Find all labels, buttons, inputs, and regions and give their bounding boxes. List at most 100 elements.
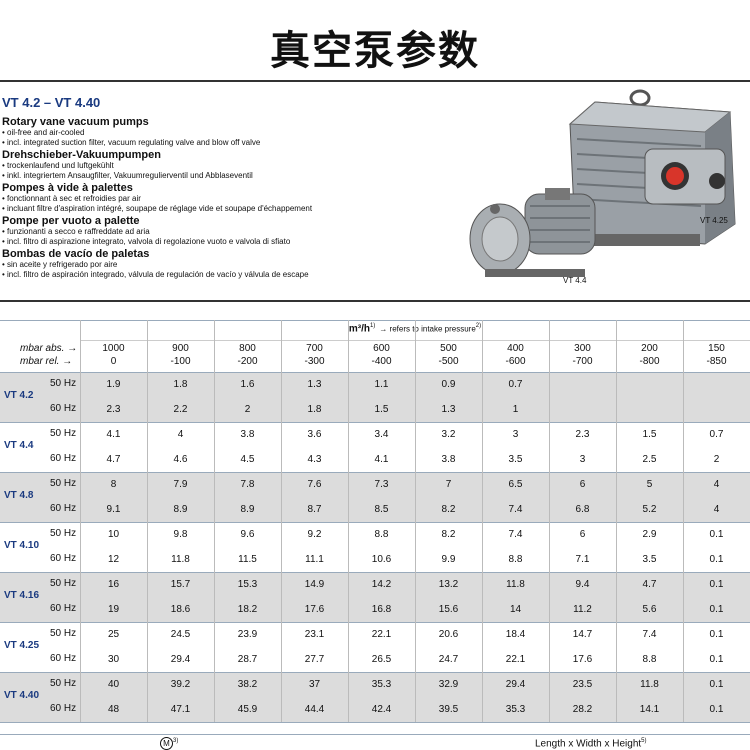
table-border bbox=[0, 734, 750, 735]
column-line bbox=[147, 320, 148, 722]
column-line bbox=[415, 320, 416, 722]
flow-value: 11.2 bbox=[573, 604, 592, 615]
flow-value: 16.8 bbox=[371, 604, 392, 615]
section-heading: Bombas de vacío de paletas bbox=[2, 248, 150, 260]
bullet: sin aceite y refrigerado por aire bbox=[2, 260, 117, 269]
flow-value: 13.2 bbox=[438, 579, 459, 590]
flow-value: 3.8 bbox=[441, 454, 456, 465]
flow-value: 17.6 bbox=[304, 604, 325, 615]
flow-value: 2.3 bbox=[106, 404, 121, 415]
rel-value: -200 bbox=[237, 356, 258, 367]
flow-value: 27.7 bbox=[304, 654, 325, 665]
model-name: VT 4.2 bbox=[4, 390, 34, 401]
frequency: 50 Hz bbox=[50, 428, 77, 439]
flow-value: 6.8 bbox=[575, 504, 590, 515]
flow-value: 4.7 bbox=[106, 454, 121, 465]
flow-value: 7.4 bbox=[508, 529, 523, 540]
frequency: 60 Hz bbox=[50, 553, 77, 564]
bullet: incluant filtre d'aspiration intégré, so… bbox=[2, 204, 312, 213]
column-line bbox=[214, 320, 215, 722]
flow-value: 3 bbox=[512, 429, 519, 440]
flow-value: 29.4 bbox=[170, 654, 191, 665]
flow-value: 4.5 bbox=[240, 454, 255, 465]
flow-value: 19 bbox=[107, 604, 120, 615]
flow-value: 39.2 bbox=[170, 679, 191, 690]
flow-value: 11.8 bbox=[506, 579, 525, 590]
model-name: VT 4.40 bbox=[4, 690, 40, 701]
flow-value: 9.4 bbox=[575, 579, 590, 590]
flow-value: 29.4 bbox=[505, 679, 526, 690]
flow-value: 0.1 bbox=[709, 554, 724, 565]
bullet: funzionanti a secco e raffreddate ad ari… bbox=[2, 227, 150, 236]
flow-value: 0.9 bbox=[441, 379, 456, 390]
flow-value: 0.1 bbox=[709, 629, 724, 640]
abs-value: 200 bbox=[641, 343, 658, 354]
section-heading: Drehschieber-Vakuumpumpen bbox=[2, 149, 161, 161]
model-name: VT 4.16 bbox=[4, 590, 40, 601]
flow-value: 9.1 bbox=[106, 504, 121, 515]
flow-value: 26.5 bbox=[371, 654, 392, 665]
abs-value: 700 bbox=[306, 343, 323, 354]
frequency: 60 Hz bbox=[50, 453, 77, 464]
flow-value: 4.6 bbox=[173, 454, 188, 465]
flow-value: 5 bbox=[646, 479, 653, 490]
dimensions-cell: Length x Width x Height5) bbox=[535, 738, 647, 749]
abs-value: 600 bbox=[373, 343, 390, 354]
flow-value: 4.3 bbox=[307, 454, 322, 465]
flow-value: 20.6 bbox=[438, 629, 459, 640]
flow-value: 18.2 bbox=[237, 604, 258, 615]
rel-value: -400 bbox=[371, 356, 392, 367]
row-divider bbox=[0, 622, 750, 623]
flow-value: 11.8 bbox=[171, 554, 190, 565]
flow-value: 9.2 bbox=[307, 529, 322, 540]
flow-value: 11.1 bbox=[305, 554, 324, 565]
row-divider bbox=[0, 372, 750, 373]
image-label: VT 4.25 bbox=[700, 216, 728, 225]
flow-value: 2.2 bbox=[173, 404, 188, 415]
column-line bbox=[482, 320, 483, 722]
model-name: VT 4.25 bbox=[4, 640, 40, 651]
flow-value: 11.5 bbox=[238, 554, 257, 565]
flow-value: 3.5 bbox=[508, 454, 523, 465]
row-band bbox=[0, 472, 750, 522]
flow-value: 7 bbox=[445, 479, 452, 490]
flow-value: 8.2 bbox=[441, 504, 456, 515]
flow-value: 8.5 bbox=[374, 504, 389, 515]
rel-value: -500 bbox=[438, 356, 459, 367]
unit-caption: → refers to intake pressure bbox=[379, 324, 476, 334]
flow-value: 2 bbox=[244, 404, 251, 415]
flow-value: 23.9 bbox=[237, 629, 258, 640]
dimensions: Length x Width x Height bbox=[535, 738, 642, 750]
flow-value: 22.1 bbox=[371, 629, 392, 640]
flow-value: 1.1 bbox=[374, 379, 389, 390]
flow-value: 48 bbox=[107, 704, 120, 715]
flow-value: 6.5 bbox=[508, 479, 523, 490]
flow-value: 24.5 bbox=[170, 629, 191, 640]
rel-value: -600 bbox=[505, 356, 526, 367]
row-divider bbox=[0, 522, 750, 523]
flow-value: 8.9 bbox=[173, 504, 188, 515]
flow-value: 23.5 bbox=[572, 679, 593, 690]
flow-value: 5.2 bbox=[642, 504, 657, 515]
flow-value: 15.3 bbox=[237, 579, 258, 590]
flow-value: 9.9 bbox=[441, 554, 456, 565]
flow-value: 4.1 bbox=[106, 429, 121, 440]
abs-value: 1000 bbox=[102, 343, 125, 354]
flow-value: 0.7 bbox=[709, 429, 724, 440]
flow-value: 14.2 bbox=[371, 579, 392, 590]
frequency: 50 Hz bbox=[50, 628, 77, 639]
pump-large bbox=[568, 89, 736, 246]
flow-value: 38.2 bbox=[237, 679, 258, 690]
flow-value: 16 bbox=[107, 579, 120, 590]
flow-value: 2.5 bbox=[642, 454, 657, 465]
flow-value: 4 bbox=[713, 504, 720, 515]
abs-value: 900 bbox=[172, 343, 189, 354]
flow-value: 22.1 bbox=[505, 654, 526, 665]
flow-value: 3.5 bbox=[642, 554, 657, 565]
flow-value: 7.9 bbox=[173, 479, 188, 490]
motor-symbol: M bbox=[160, 737, 173, 750]
flow-value: 8.8 bbox=[374, 529, 389, 540]
flow-value: 1.5 bbox=[642, 429, 657, 440]
column-line bbox=[616, 320, 617, 722]
flow-value: 15.6 bbox=[438, 604, 459, 615]
